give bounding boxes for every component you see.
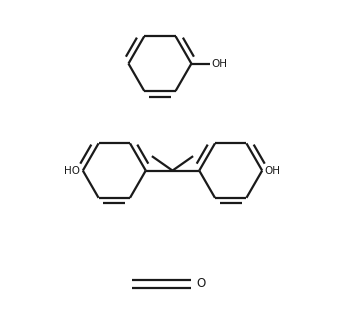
Text: OH: OH: [212, 58, 228, 69]
Text: O: O: [196, 277, 205, 290]
Text: HO: HO: [64, 166, 80, 176]
Text: OH: OH: [265, 166, 281, 176]
